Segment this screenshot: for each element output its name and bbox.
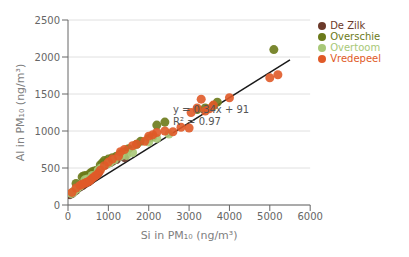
svg-text:2000: 2000 — [136, 211, 161, 222]
svg-text:y = 0.34x + 91R² = 0.97: y = 0.34x + 91R² = 0.97 — [173, 104, 249, 127]
html-text:Overschie: Overschie — [330, 31, 381, 42]
svg-text:Al in PM₁₀ (ng/m³): Al in PM₁₀ (ng/m³) — [14, 64, 27, 161]
svg-text:0: 0 — [65, 211, 71, 222]
svg-text:0: 0 — [54, 200, 60, 211]
svg-text:4000: 4000 — [217, 211, 242, 222]
svg-text:1000: 1000 — [35, 126, 60, 137]
svg-text:6000: 6000 — [297, 211, 322, 222]
svg-text:1000: 1000 — [96, 211, 121, 222]
html-text:De Zilk: De Zilk — [330, 20, 366, 31]
svg-text:2500: 2500 — [35, 15, 60, 26]
svg-text:1500: 1500 — [35, 89, 60, 100]
svg-text:2000: 2000 — [35, 52, 60, 63]
svg-text:5000: 5000 — [257, 211, 282, 222]
svg-text:3000: 3000 — [176, 211, 201, 222]
html-text:Vredepeel: Vredepeel — [330, 53, 381, 64]
svg-text:Si in PM₁₀ (ng/m³): Si in PM₁₀ (ng/m³) — [141, 229, 238, 242]
svg-text:500: 500 — [41, 163, 60, 174]
html-text:Overtoom: Overtoom — [330, 42, 381, 53]
